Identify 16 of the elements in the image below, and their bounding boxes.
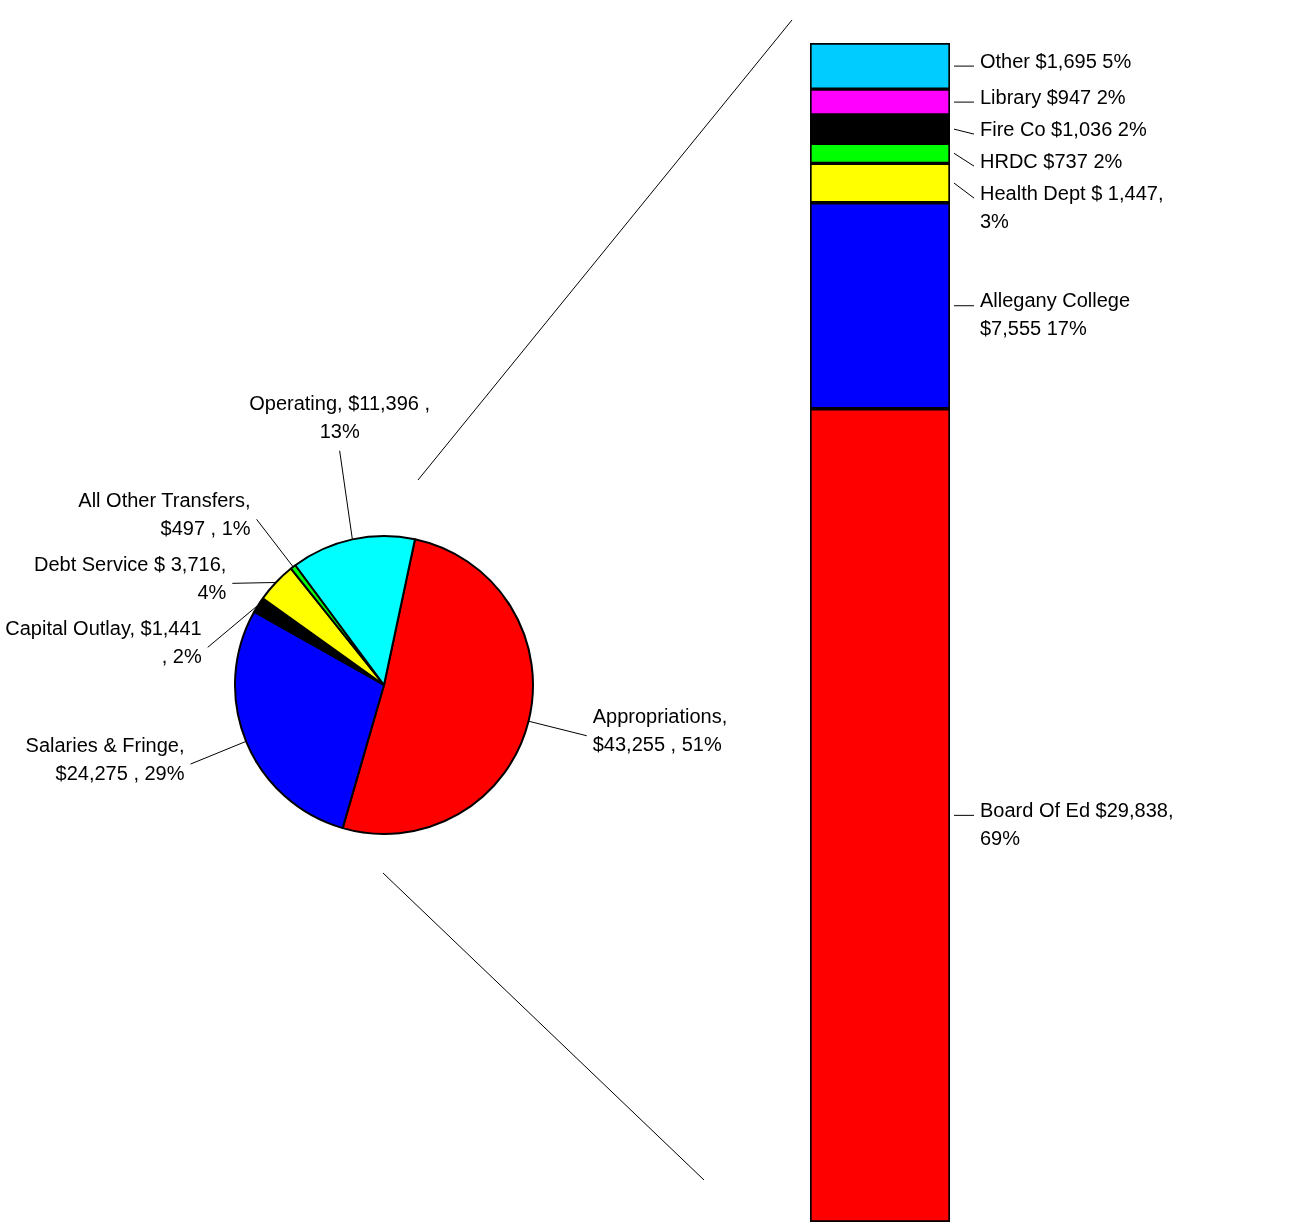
slice-label: All Other Transfers, $497 , 1% [78,488,251,539]
text: 69% [980,826,1021,849]
text: Fire Co $1,036 2% [980,117,1147,140]
text: Library $947 2% [980,85,1126,108]
series-label: Allegany College [980,289,1131,312]
text: Other $1,695 5% [980,49,1132,72]
slice-label: Appropriations, $43,255 , 51% [592,705,728,756]
slice-label: Debt Service $ 3,716, 4% [33,552,227,603]
data-label: $7,555 17% [980,317,1087,340]
text: 3% [980,209,1009,232]
slice-label: Capital Outlay, $1,441 , 2% [5,616,202,667]
slice-label: Salaries & Fringe, $24,275 , 29% [25,733,185,784]
text: Health Dept $ 1,447, [980,181,1164,204]
text: Board Of Ed $29,838, [980,798,1174,821]
slice-label: Operating, $11,396 , 13% [249,392,431,443]
text: HRDC $737 2% [980,149,1123,172]
